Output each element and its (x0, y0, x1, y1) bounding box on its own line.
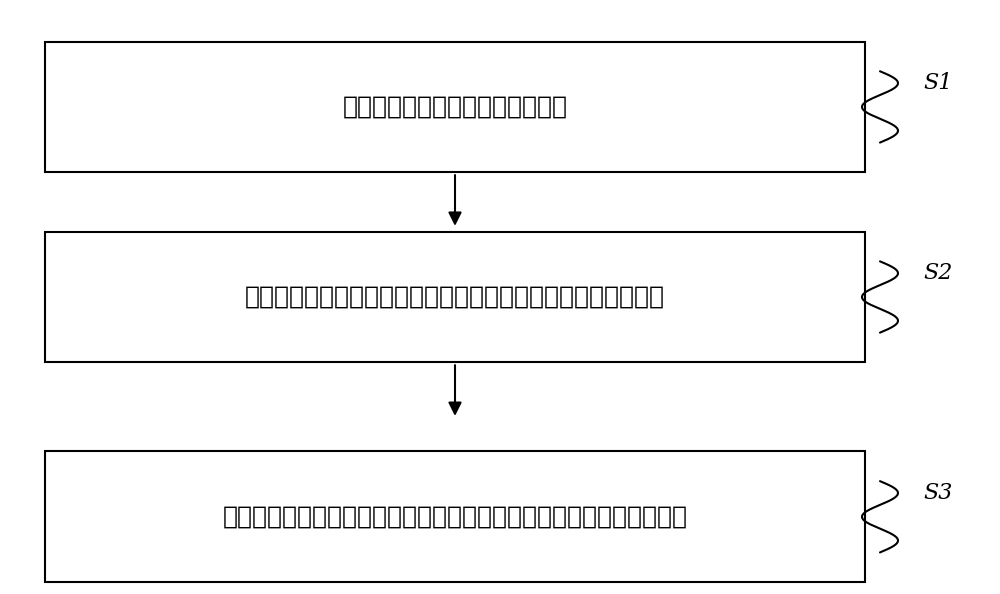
Text: 获取待预测异种钢接头的构成信息: 获取待预测异种钢接头的构成信息 (342, 95, 568, 119)
Text: S3: S3 (923, 482, 952, 504)
Bar (45, 42, 865, 172)
Text: 根据所述疲劳寿命预测模型，预测出所述待预测异种钢接头的疲劳寿命: 根据所述疲劳寿命预测模型，预测出所述待预测异种钢接头的疲劳寿命 (222, 505, 688, 529)
Text: S1: S1 (923, 72, 952, 94)
Bar (45, 451, 865, 582)
Bar (45, 232, 865, 362)
Text: 根据所述异种钢接头的构成信息，确定对应的疲劳寿命预测模型: 根据所述异种钢接头的构成信息，确定对应的疲劳寿命预测模型 (245, 285, 665, 309)
Text: S2: S2 (923, 262, 952, 285)
